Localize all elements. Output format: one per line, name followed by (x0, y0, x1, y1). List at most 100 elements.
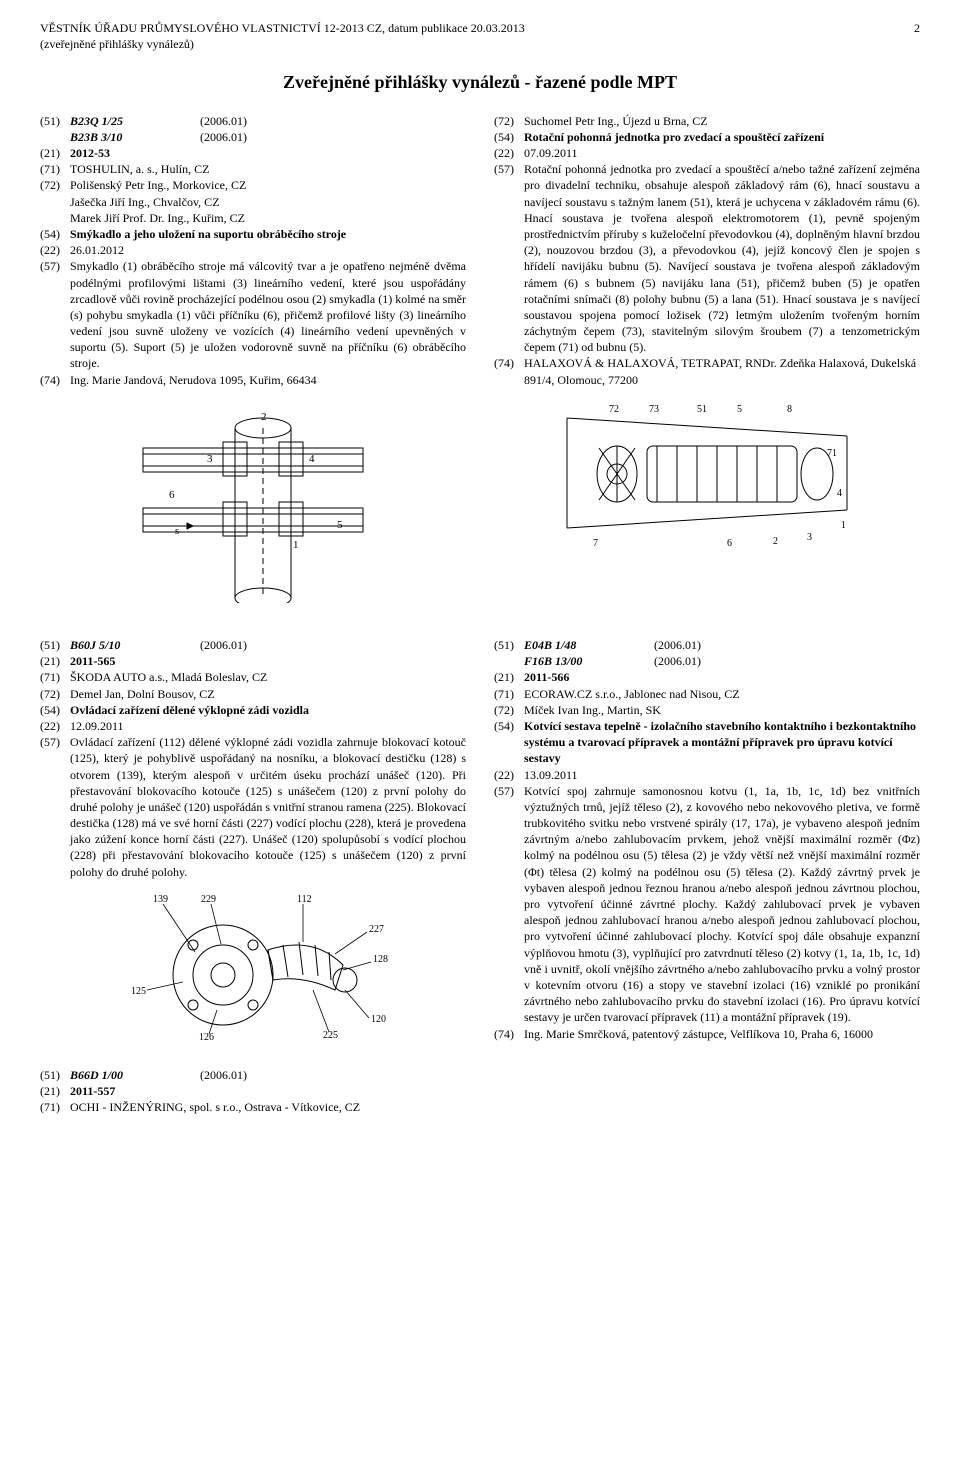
inid-22: (22) (40, 718, 70, 734)
inventors: Suchomel Petr Ing., Újezd u Brna, CZ (524, 113, 920, 129)
inid-71: (71) (40, 669, 70, 685)
ipc-class: F16B 13/00 (524, 653, 654, 669)
inid-54: (54) (40, 702, 70, 718)
entry-3: (51) B60J 5/10 (2006.01) (21) 2011-565 (… (40, 637, 466, 1049)
inid-72: (72) (40, 686, 70, 702)
ipc-version: (2006.01) (200, 1067, 247, 1083)
ipc-version: (2006.01) (654, 653, 701, 669)
title: Rotační pohonná jednotka pro zvedací a s… (524, 129, 920, 145)
applicant: ECORAW.CZ s.r.o., Jablonec nad Nisou, CZ (524, 686, 920, 702)
applicant: OCHI - INŽENÝRING, spol. s r.o., Ostrava… (70, 1099, 466, 1115)
inid-54: (54) (494, 129, 524, 145)
svg-text:1: 1 (293, 539, 299, 551)
application-number: 2011-557 (70, 1083, 466, 1099)
svg-text:73: 73 (649, 404, 659, 415)
abstract: Kotvící spoj zahrnuje samonosnou kotvu (… (524, 783, 920, 1026)
svg-text:128: 128 (373, 954, 388, 965)
svg-text:120: 120 (371, 1014, 386, 1025)
abstract: Rotační pohonná jednotka pro zvedací a s… (524, 161, 920, 355)
inid-54: (54) (40, 226, 70, 242)
abstract: Smykadlo (1) obráběcího stroje má válcov… (70, 258, 466, 371)
svg-text:51: 51 (697, 404, 707, 415)
filing-date: 26.01.2012 (70, 242, 466, 258)
header-subtitle: (zveřejněné přihlášky vynálezů) (40, 36, 920, 52)
inid-57: (57) (494, 783, 524, 799)
header-title: VĚSTNÍK ÚŘADU PRŮMYSLOVÉHO VLASTNICTVÍ 1… (40, 21, 525, 35)
figure-3: 139 229 112 227 128 120 225 126 125 (40, 890, 466, 1049)
title: Ovládací zařízení dělené výklopné zádi v… (70, 702, 466, 718)
svg-text:125: 125 (131, 986, 146, 997)
inid-21: (21) (40, 145, 70, 161)
inid-71: (71) (494, 686, 524, 702)
inid-21: (21) (40, 1083, 70, 1099)
svg-text:126: 126 (199, 1032, 214, 1043)
inid-21: (21) (40, 653, 70, 669)
agent: HALAXOVÁ & HALAXOVÁ, TETRAPAT, RNDr. Zde… (524, 355, 920, 387)
inid-51: (51) (40, 637, 70, 653)
inid-72: (72) (494, 113, 524, 129)
ipc-class: B23B 3/10 (70, 129, 200, 145)
inventors: Demel Jan, Dolní Bousov, CZ (70, 686, 466, 702)
applicant: ŠKODA AUTO a.s., Mladá Boleslav, CZ (70, 669, 466, 685)
svg-text:6: 6 (727, 538, 732, 549)
svg-text:225: 225 (323, 1030, 338, 1041)
svg-text:5: 5 (737, 404, 742, 415)
filing-date: 07.09.2011 (524, 145, 920, 161)
abstract: Ovládací zařízení (112) dělené výklopné … (70, 734, 466, 880)
svg-text:71: 71 (827, 448, 837, 459)
inid-71: (71) (40, 161, 70, 177)
svg-text:229: 229 (201, 894, 216, 905)
entry-5: (51) B66D 1/00 (2006.01) (21) 2011-557 (… (40, 1067, 466, 1116)
ipc-version: (2006.01) (200, 129, 247, 145)
svg-text:3: 3 (807, 532, 812, 543)
applicant: TOSHULIN, a. s., Hulín, CZ (70, 161, 466, 177)
inid-74: (74) (494, 1026, 524, 1042)
entry-4: (51) E04B 1/48 (2006.01) F16B 13/00 (200… (494, 637, 920, 1042)
inid-22: (22) (494, 145, 524, 161)
svg-text:s: s (175, 525, 179, 537)
inid-51: (51) (40, 113, 70, 129)
inid-72: (72) (494, 702, 524, 718)
inid-21: (21) (494, 669, 524, 685)
ipc-class: E04B 1/48 (524, 637, 654, 653)
svg-text:2: 2 (261, 411, 267, 423)
inid-74: (74) (494, 355, 524, 371)
application-number: 2011-566 (524, 669, 920, 685)
svg-text:1: 1 (841, 520, 846, 531)
agent: Ing. Marie Jandová, Nerudova 1095, Kuřim… (70, 372, 466, 388)
title: Smýkadlo a jeho uložení na suportu obráb… (70, 226, 466, 242)
svg-text:4: 4 (309, 453, 315, 465)
svg-text:72: 72 (609, 404, 619, 415)
svg-text:112: 112 (297, 894, 312, 905)
inventors: Polišenský Petr Ing., Morkovice, CZ Jaše… (70, 177, 466, 226)
ipc-version: (2006.01) (654, 637, 701, 653)
ipc-version: (2006.01) (200, 113, 247, 129)
ipc-class: B66D 1/00 (70, 1067, 200, 1083)
main-title: Zveřejněné přihlášky vynálezů - řazené p… (40, 70, 920, 94)
ipc-version: (2006.01) (200, 637, 247, 653)
figure-1: 2 3 4 6 1 5 s (40, 398, 466, 607)
svg-text:3: 3 (207, 453, 213, 465)
svg-text:6: 6 (169, 489, 175, 501)
svg-text:139: 139 (153, 894, 168, 905)
page-number: 2 (914, 20, 920, 36)
application-number: 2011-565 (70, 653, 466, 669)
filing-date: 12.09.2011 (70, 718, 466, 734)
title: Kotvící sestava tepelně - izolačního sta… (524, 718, 920, 767)
svg-text:5: 5 (337, 519, 343, 531)
figure-2: 72 73 51 5 8 71 4 1 3 2 6 7 (494, 398, 920, 557)
svg-text:2: 2 (773, 536, 778, 547)
inid-57: (57) (40, 258, 70, 274)
filing-date: 13.09.2011 (524, 767, 920, 783)
ipc-class: B23Q 1/25 (70, 113, 200, 129)
ipc-class: B60J 5/10 (70, 637, 200, 653)
entry-2: (72) Suchomel Petr Ing., Újezd u Brna, C… (494, 113, 920, 557)
svg-text:4: 4 (837, 488, 842, 499)
inid-54: (54) (494, 718, 524, 734)
inventors: Míček Ivan Ing., Martin, SK (524, 702, 920, 718)
agent: Ing. Marie Smrčková, patentový zástupce,… (524, 1026, 920, 1042)
inid-71: (71) (40, 1099, 70, 1115)
svg-text:7: 7 (593, 538, 598, 549)
application-number: 2012-53 (70, 145, 466, 161)
inid-57: (57) (40, 734, 70, 750)
